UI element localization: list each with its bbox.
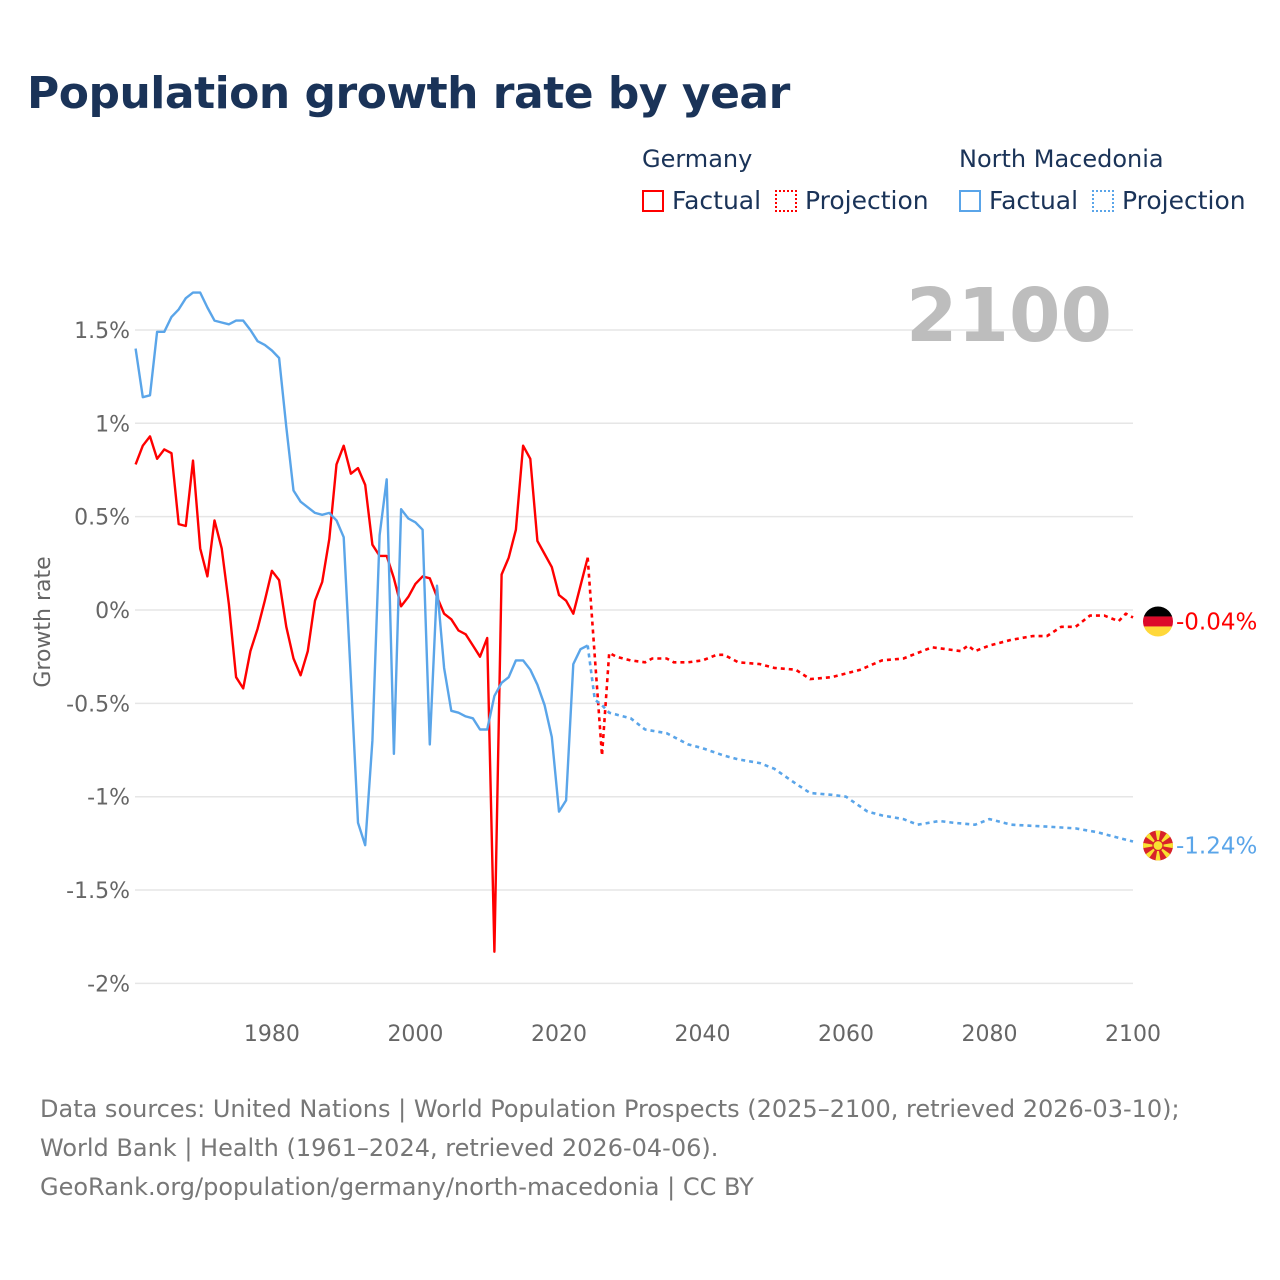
y-tick-label: -0.5% [66,692,130,717]
chart-title: Population growth rate by year [27,68,790,119]
x-tick-label: 1980 [244,1022,300,1047]
legend-macedonia-projection[interactable]: Projection [1092,186,1246,215]
x-tick-label: 2100 [1105,1022,1161,1047]
legend-germany-projection[interactable]: Projection [775,186,929,215]
legend-germany-title: Germany [642,145,753,173]
y-tick-label: -1% [87,786,130,811]
germany-flag-icon [1143,606,1173,637]
north-macedonia-projection-line [586,645,1134,843]
y-tick-label: 0% [95,599,130,624]
y-tick-label: -1.5% [66,879,130,904]
legend-label: Factual [989,186,1079,215]
germany-projection-line [586,557,1134,757]
y-tick-label: -2% [87,972,130,997]
legend-label: Projection [805,186,929,215]
growth-rate-chart: 1.5% 1% 0.5% 0% -0.5% -1% -1.5% -2% 1980 2000 2020… [31,273,1257,1047]
y-tick-label: 1% [95,412,130,437]
end-value-label: -0.04% [1176,609,1257,635]
x-tick-label: 2060 [818,1022,874,1047]
data-sources: Data sources: United Nations | World Pop… [40,1095,1180,1162]
north-macedonia-flag-icon [1143,830,1173,861]
legend-label: Projection [1122,186,1246,215]
legend-solid-swatch-icon [642,189,664,212]
legend-macedonia-title: North Macedonia [959,145,1164,173]
north-macedonia-factual-line [134,291,589,847]
legend-dotted-swatch-icon [1092,189,1114,212]
year-watermark: 2100 [906,273,1112,359]
germany-factual-line [134,435,589,953]
x-tick-label: 2000 [387,1022,443,1047]
x-tick-label: 2020 [531,1022,587,1047]
legend-macedonia-factual[interactable]: Factual [959,186,1078,215]
legend-label: Factual [672,186,762,215]
y-tick-label: 1.5% [74,319,130,344]
attribution-link[interactable]: GeoRank.org/population/germany/north-mac… [40,1173,754,1201]
legend-germany-factual[interactable]: Factual [642,186,761,215]
y-tick-label: 0.5% [74,506,130,531]
legend-dotted-swatch-icon [775,189,797,212]
x-tick-label: 2080 [961,1022,1017,1047]
footer: Data sources: United Nations | World Pop… [40,1090,1240,1207]
x-tick-label: 2040 [674,1022,730,1047]
y-axis-label: Growth rate [31,556,56,687]
legend-solid-swatch-icon [959,189,981,212]
end-value-label: -1.24% [1176,834,1257,860]
